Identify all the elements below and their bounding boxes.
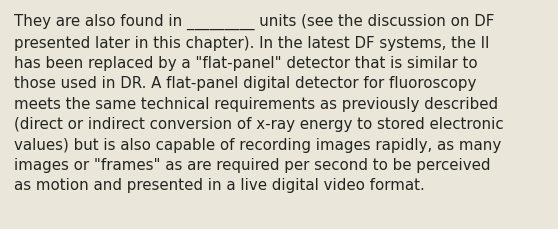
- Text: They are also found in _________ units (see the discussion on DF
presented later: They are also found in _________ units (…: [14, 14, 504, 193]
